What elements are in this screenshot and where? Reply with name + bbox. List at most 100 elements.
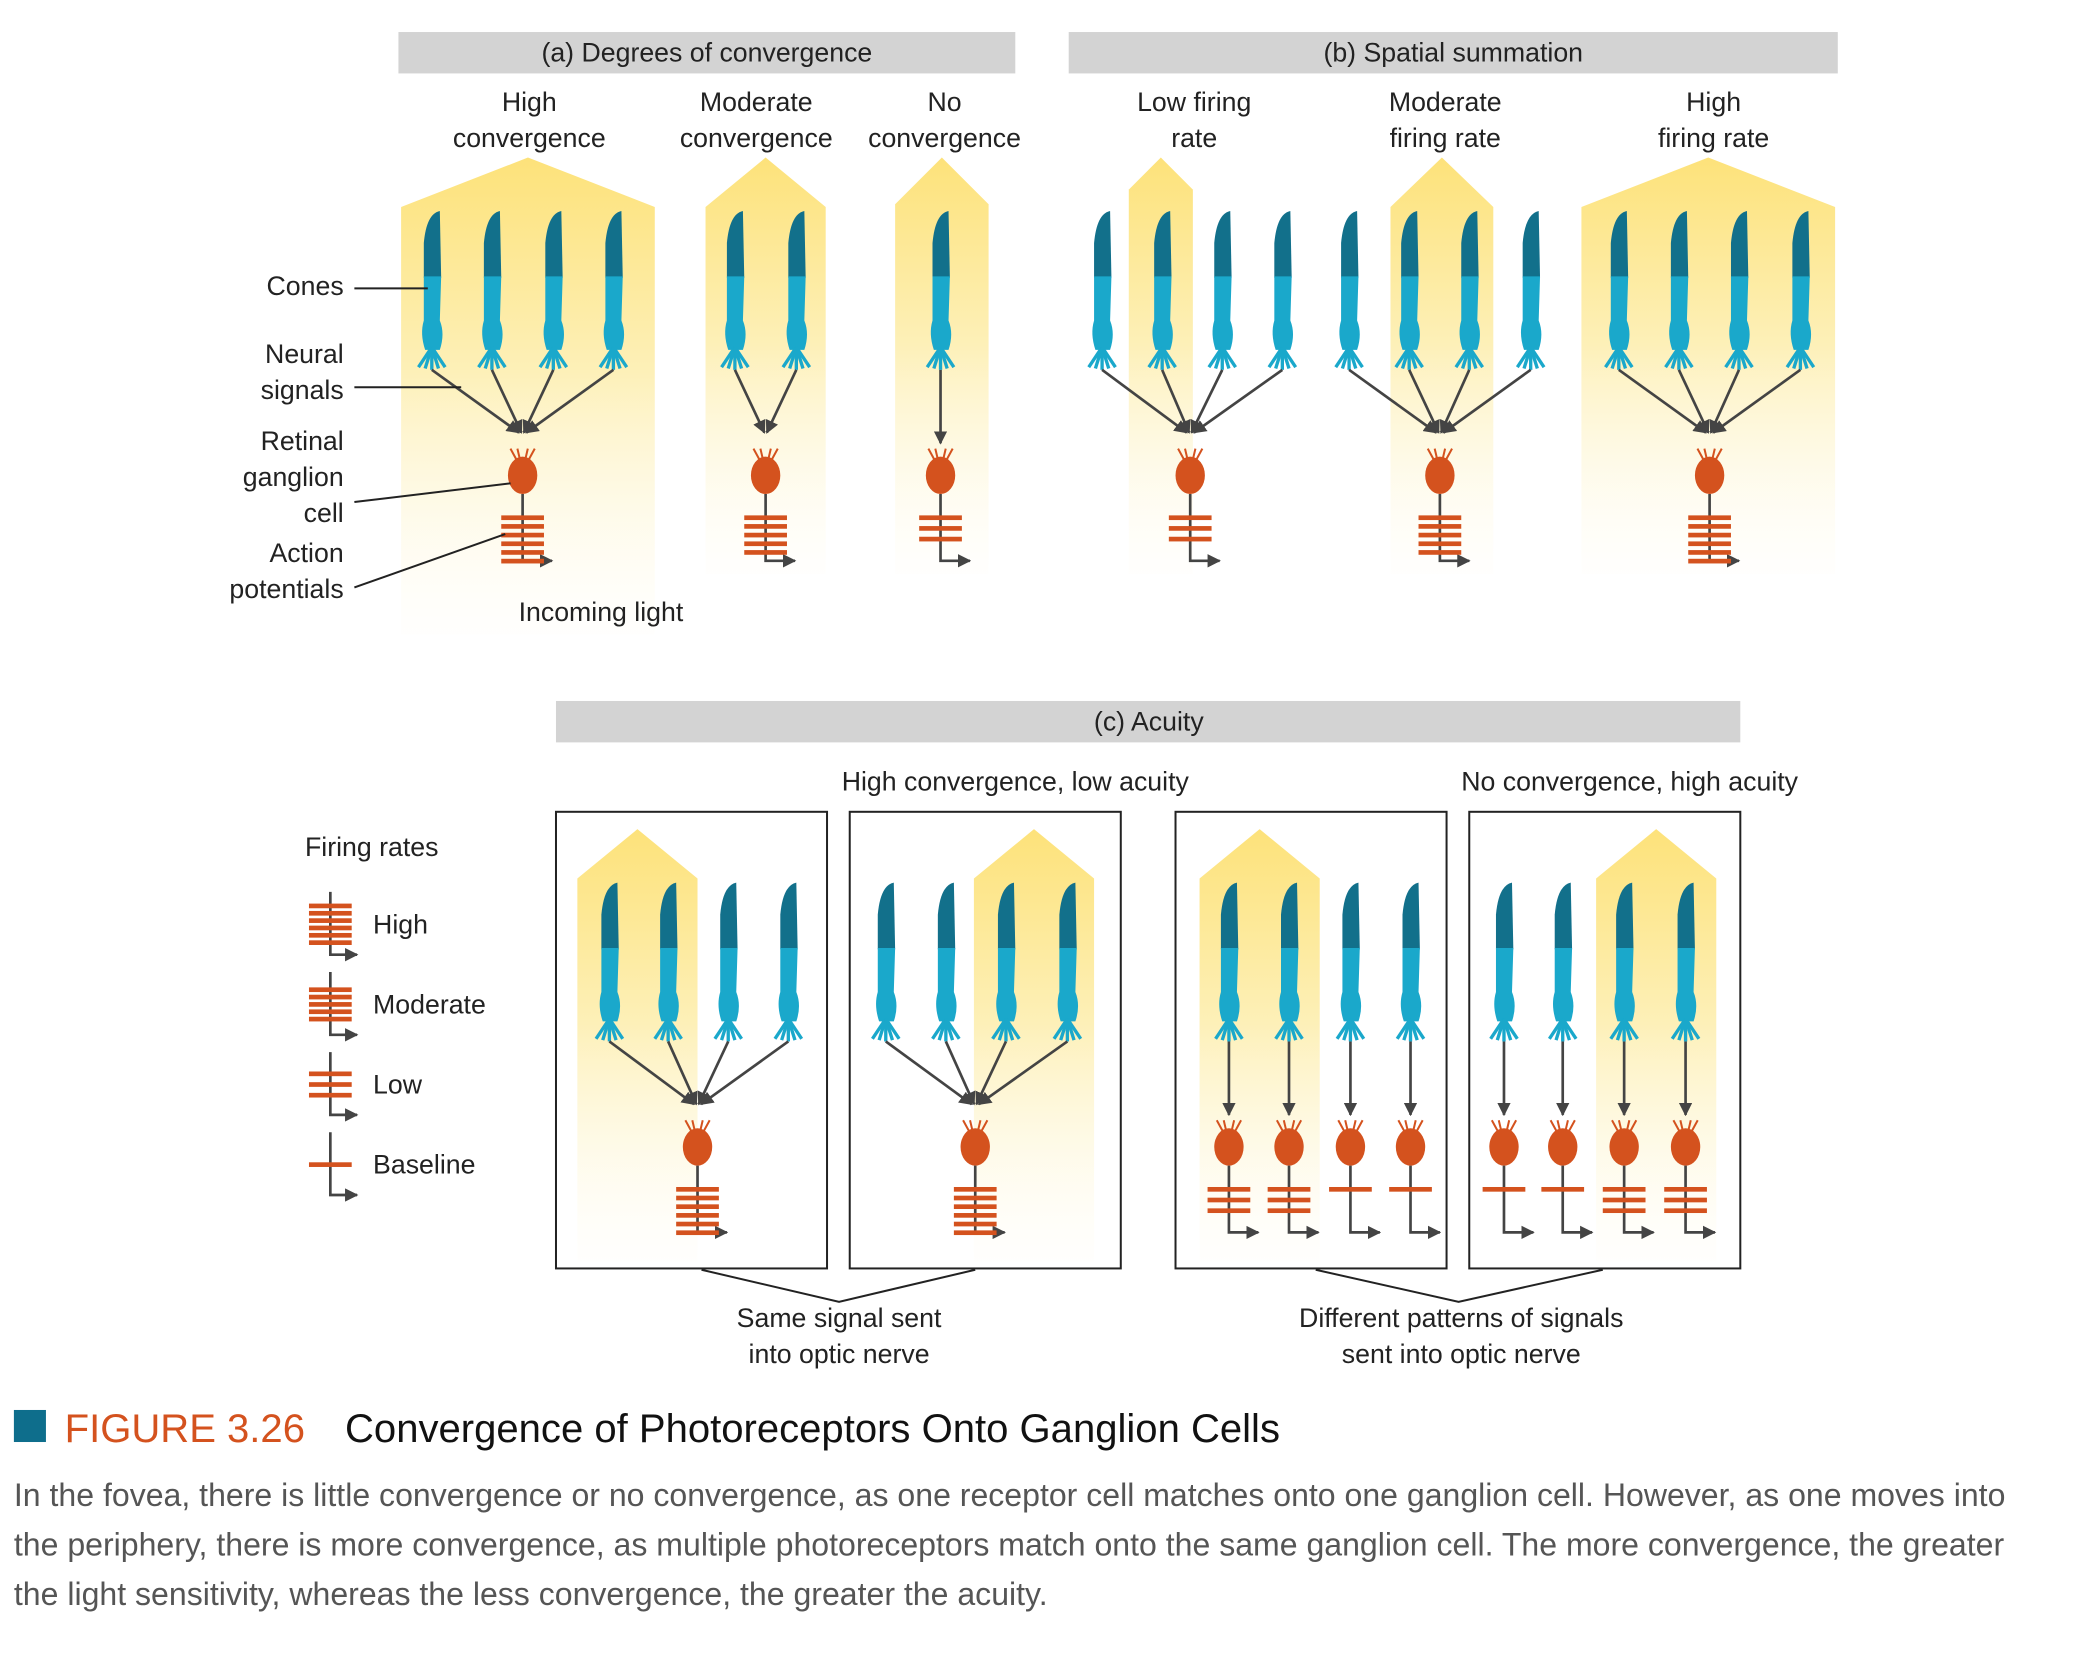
frame xyxy=(1174,810,1448,1270)
action-potential xyxy=(1207,1186,1251,1192)
cone-foot xyxy=(1677,346,1694,369)
dendrite xyxy=(1508,1119,1518,1133)
figure-number: FIGURE 3.26 xyxy=(65,1407,305,1451)
legend-bar xyxy=(308,1082,352,1087)
action-potential xyxy=(676,1204,719,1210)
neural-signal xyxy=(1192,368,1284,434)
neural-signal xyxy=(700,1040,790,1106)
neural-signal xyxy=(431,368,521,434)
cone-outer xyxy=(601,882,619,950)
cone-inner xyxy=(1729,276,1750,350)
cone-inner xyxy=(1152,276,1173,350)
action-potential xyxy=(676,1195,719,1201)
cone-outer xyxy=(877,882,896,950)
dendrite xyxy=(527,448,536,462)
panel-header xyxy=(1068,32,1838,74)
cone-inner xyxy=(876,947,897,1022)
cone-outer xyxy=(1281,882,1299,950)
label: convergence xyxy=(868,123,1021,153)
action-potential xyxy=(1418,515,1462,521)
label: Moderate xyxy=(1389,87,1502,117)
cone-foot xyxy=(1409,1017,1426,1040)
action-potential xyxy=(676,1213,719,1218)
cone-inner xyxy=(1520,276,1542,350)
label: Cones xyxy=(267,271,344,301)
cone-foot xyxy=(1349,1017,1366,1040)
cone-inner xyxy=(996,947,1017,1022)
action-potential xyxy=(1418,541,1462,547)
legend-bar xyxy=(308,1162,352,1167)
label: No xyxy=(927,87,961,117)
dendrite xyxy=(1355,1119,1364,1133)
action-potential xyxy=(1389,1186,1432,1192)
action-potential xyxy=(1168,515,1212,521)
cone-inner xyxy=(1459,276,1480,350)
action-potential xyxy=(501,550,544,555)
neural-signal xyxy=(1442,368,1532,434)
action-potential xyxy=(1329,1186,1372,1192)
legend-bar xyxy=(308,918,352,923)
cone-outer xyxy=(937,882,956,950)
label: ganglion xyxy=(243,462,344,492)
axon xyxy=(1409,1165,1442,1240)
caption-box: In the fovea, there is little convergenc… xyxy=(14,1478,2006,1613)
dendrite xyxy=(1672,1119,1681,1133)
action-potential xyxy=(676,1230,719,1236)
action-potential xyxy=(1168,536,1212,542)
dendrite xyxy=(945,448,954,462)
neural-signal xyxy=(1348,368,1438,434)
legend-item: High xyxy=(373,909,428,939)
dendrite xyxy=(1690,1119,1699,1133)
light-beam xyxy=(1390,157,1494,575)
panel-title: (c) Acuity xyxy=(1094,706,1204,736)
cone-inner xyxy=(930,276,952,350)
cone-foot xyxy=(612,346,629,369)
cone-outer xyxy=(1154,210,1172,278)
action-potential xyxy=(1267,1186,1311,1192)
label: Moderate xyxy=(700,87,813,117)
label: firing rate xyxy=(1390,123,1501,153)
legend-bar xyxy=(308,994,352,1000)
cone-inner xyxy=(1675,947,1697,1022)
label: Action xyxy=(270,538,344,568)
ganglion-cell xyxy=(507,456,538,495)
frame xyxy=(554,810,829,1270)
action-potential xyxy=(953,1204,997,1210)
cone-inner xyxy=(718,947,739,1022)
action-potential xyxy=(744,541,787,547)
cone-outer xyxy=(932,210,950,278)
neural-signal xyxy=(733,369,766,434)
legend-axon xyxy=(329,972,359,1042)
cone-inner xyxy=(1339,276,1360,350)
cone-inner xyxy=(1609,276,1630,350)
cone-foot xyxy=(1100,346,1117,369)
bracket xyxy=(1315,1268,1604,1303)
cone-foot xyxy=(733,346,750,369)
neural-signal xyxy=(944,1040,976,1106)
panel-title: (a) Degrees of convergence xyxy=(541,37,872,67)
cone-inner xyxy=(1219,947,1240,1022)
ganglion-cell xyxy=(1175,456,1205,495)
ganglion-cell xyxy=(1670,1128,1701,1166)
dendrite xyxy=(962,1119,971,1133)
dendrite xyxy=(1567,1119,1576,1133)
action-potential xyxy=(953,1213,997,1218)
axon xyxy=(1561,1165,1594,1240)
ganglion-cell xyxy=(1425,456,1455,495)
cone-outer xyxy=(720,882,738,950)
ganglion-cell xyxy=(1274,1128,1304,1166)
ganglion-cell xyxy=(960,1128,990,1166)
action-potential xyxy=(1688,550,1731,555)
cone-outer xyxy=(423,210,442,278)
action-potential xyxy=(501,524,544,529)
action-potential xyxy=(1688,541,1731,547)
action-potential xyxy=(1602,1208,1646,1214)
cone-foot xyxy=(1799,346,1816,369)
cone-inner xyxy=(482,276,503,350)
leader-line xyxy=(354,482,511,504)
cone-outer xyxy=(788,210,806,278)
neural-signal xyxy=(1407,369,1440,434)
cone-outer xyxy=(1495,882,1514,950)
cone-outer xyxy=(1670,210,1689,278)
